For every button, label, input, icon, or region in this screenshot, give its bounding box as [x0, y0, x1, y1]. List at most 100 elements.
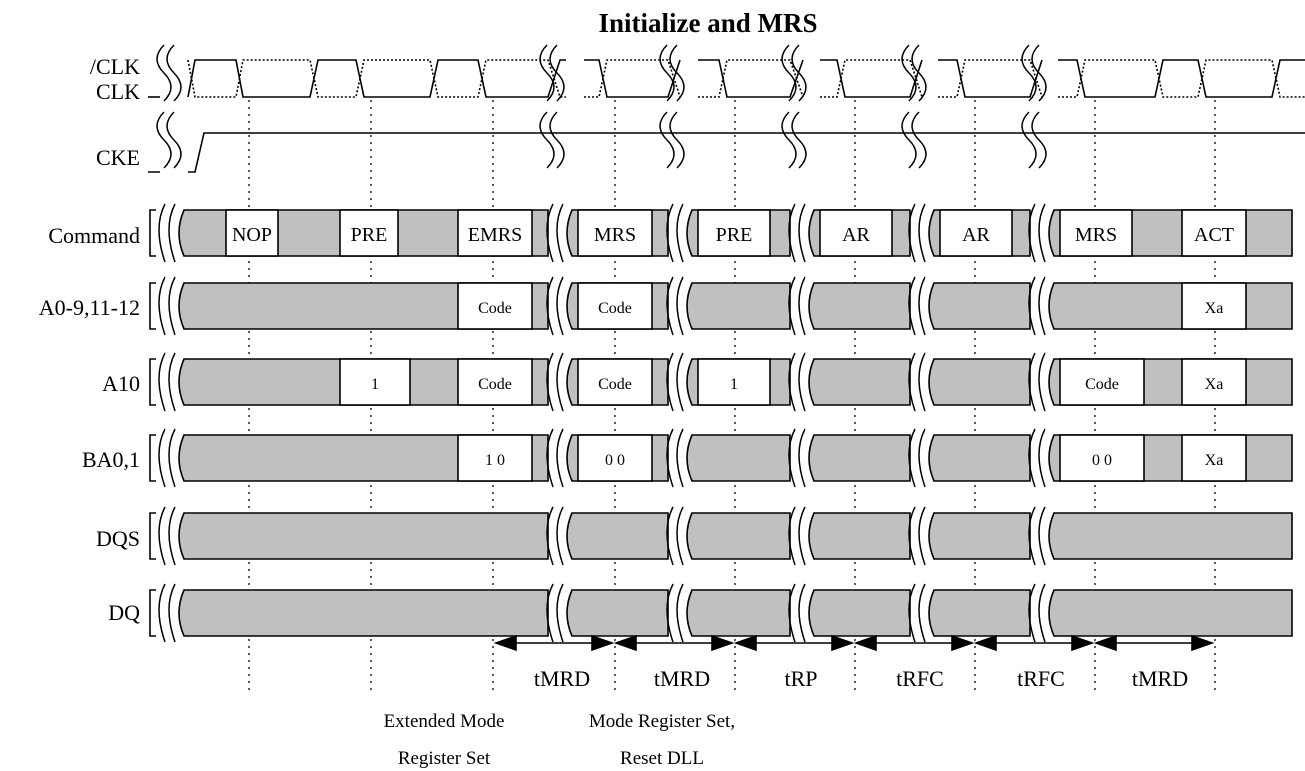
break-mark	[168, 428, 176, 488]
value-box	[1059, 358, 1145, 406]
bus-segment	[178, 589, 549, 637]
value-box	[697, 358, 771, 406]
break-mark	[1031, 111, 1047, 169]
break-mark	[556, 203, 564, 263]
break-mark	[788, 428, 796, 488]
break-mark	[556, 428, 564, 488]
bus-segment	[928, 282, 1031, 330]
break-mark	[546, 506, 554, 566]
break-mark	[1021, 111, 1037, 169]
timing-arrow-trp	[733, 634, 855, 652]
break-mark	[791, 111, 807, 169]
bus-segment	[1048, 512, 1293, 560]
value-box	[225, 209, 279, 257]
break-mark	[156, 44, 172, 102]
label-command: Command	[48, 223, 140, 248]
value-box	[457, 282, 533, 330]
bus-segment	[808, 282, 911, 330]
value-box	[457, 209, 533, 257]
value-box	[1059, 209, 1133, 257]
break-mark	[539, 44, 555, 102]
break-mark	[1038, 352, 1046, 412]
label-dqs: DQS	[96, 526, 140, 551]
break-mark	[166, 44, 182, 102]
timing-arrow-tmrd-2	[613, 634, 735, 652]
bus-row-ba: 1 0 0 0 0 0 Xa	[149, 428, 1293, 488]
break-mark	[556, 506, 564, 566]
break-mark	[901, 44, 917, 102]
bus-segment	[566, 589, 669, 637]
break-mark	[788, 583, 796, 643]
ba-value: Xa	[1205, 452, 1224, 469]
label-clk: CLK	[96, 79, 140, 104]
bus-row-dq	[149, 583, 1293, 643]
timing-arrow-trfc-1	[853, 634, 975, 652]
command-value: PRE	[351, 224, 388, 246]
clk-signal	[187, 59, 1305, 98]
break-mark	[168, 506, 176, 566]
bus-segment	[686, 434, 791, 482]
break-mark	[168, 352, 176, 412]
break-mark	[788, 506, 796, 566]
clock-waveform	[148, 59, 1305, 98]
break-mark	[798, 428, 806, 488]
value-box	[1059, 434, 1145, 482]
label-clk-n: /CLK	[90, 54, 140, 79]
label-ba: BA0,1	[82, 447, 140, 472]
cke-waveform	[148, 132, 1305, 173]
note-mrs-line2: Reset DLL	[620, 748, 704, 769]
break-mark	[666, 276, 674, 336]
a10-value: Code	[598, 376, 632, 393]
break-mark	[798, 352, 806, 412]
ba-value: 1 0	[485, 452, 505, 469]
timing-label: tRFC	[896, 666, 944, 691]
bus-segment	[928, 589, 1031, 637]
break-mark	[1028, 428, 1036, 488]
timing-arrow-tmrd-3	[1093, 634, 1215, 652]
break-mark	[158, 203, 166, 263]
break-mark	[168, 276, 176, 336]
value-box	[697, 209, 771, 257]
command-value: ACT	[1194, 224, 1234, 246]
bus-segment	[686, 282, 791, 330]
bus-bracket	[149, 434, 156, 482]
timing-label: tMRD	[654, 666, 710, 691]
break-mark	[676, 352, 684, 412]
command-value: PRE	[716, 224, 753, 246]
break-mark	[908, 276, 916, 336]
break-mark	[908, 352, 916, 412]
break-mark	[788, 276, 796, 336]
break-mark	[918, 583, 926, 643]
break-mark	[666, 583, 674, 643]
break-mark	[1038, 276, 1046, 336]
break-mark	[1038, 583, 1046, 643]
ba-value: 0 0	[1092, 452, 1112, 469]
break-mark	[788, 352, 796, 412]
addr-value: Xa	[1205, 300, 1224, 317]
break-mark	[556, 276, 564, 336]
break-mark	[546, 428, 554, 488]
command-value: MRS	[1075, 224, 1117, 246]
break-mark	[158, 506, 166, 566]
notes: Extended Mode Register Set Mode Register…	[384, 711, 736, 769]
break-mark	[666, 506, 674, 566]
break-mark	[549, 44, 565, 102]
break-mark	[1028, 203, 1036, 263]
command-value: NOP	[232, 224, 272, 246]
note-emrs-line2: Register Set	[398, 748, 491, 769]
break-mark	[546, 352, 554, 412]
break-mark	[1021, 44, 1037, 102]
command-value: EMRS	[468, 224, 522, 246]
bus-row-command: NOP PRE EMRS MRS PRE AR AR MRS ACT	[149, 203, 1293, 263]
bus-segment	[928, 512, 1031, 560]
break-mark	[676, 583, 684, 643]
break-mark	[156, 111, 172, 169]
break-mark	[911, 111, 927, 169]
break-mark	[1028, 583, 1036, 643]
break-mark	[549, 111, 565, 169]
break-mark	[918, 203, 926, 263]
value-box	[819, 209, 893, 257]
break-mark	[781, 111, 797, 169]
timing-label: tMRD	[1132, 666, 1188, 691]
